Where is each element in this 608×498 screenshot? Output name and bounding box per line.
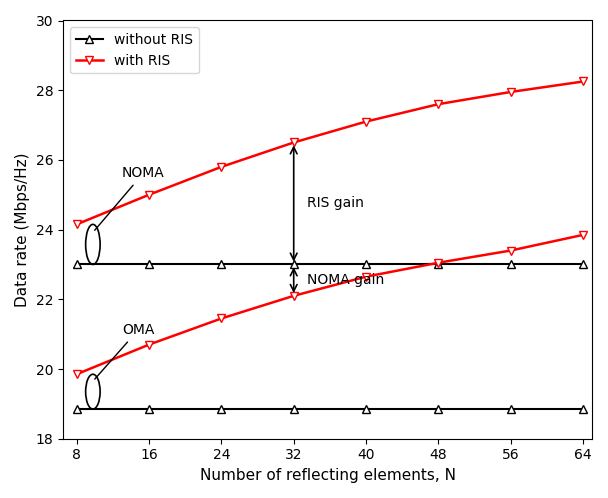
with RIS [579,79,587,85]
without RIS [290,261,297,267]
without RIS [507,261,514,267]
with RIS [290,139,297,145]
Y-axis label: Data rate (Mbps/Hz): Data rate (Mbps/Hz) [15,152,30,307]
Text: RIS gain: RIS gain [307,197,364,211]
Text: NOMA gain: NOMA gain [307,273,384,287]
without RIS [145,261,153,267]
without RIS [435,261,442,267]
Legend: without RIS, with RIS: without RIS, with RIS [70,27,199,74]
with RIS [218,164,225,170]
Line: without RIS: without RIS [72,260,587,268]
with RIS [362,119,370,124]
X-axis label: Number of reflecting elements, N: Number of reflecting elements, N [199,468,455,483]
Line: with RIS: with RIS [72,77,587,229]
without RIS [218,261,225,267]
Text: OMA: OMA [95,323,154,379]
without RIS [73,261,80,267]
with RIS [507,89,514,95]
without RIS [579,261,587,267]
with RIS [73,222,80,228]
Text: NOMA: NOMA [95,166,165,230]
with RIS [435,101,442,107]
without RIS [362,261,370,267]
with RIS [145,192,153,198]
